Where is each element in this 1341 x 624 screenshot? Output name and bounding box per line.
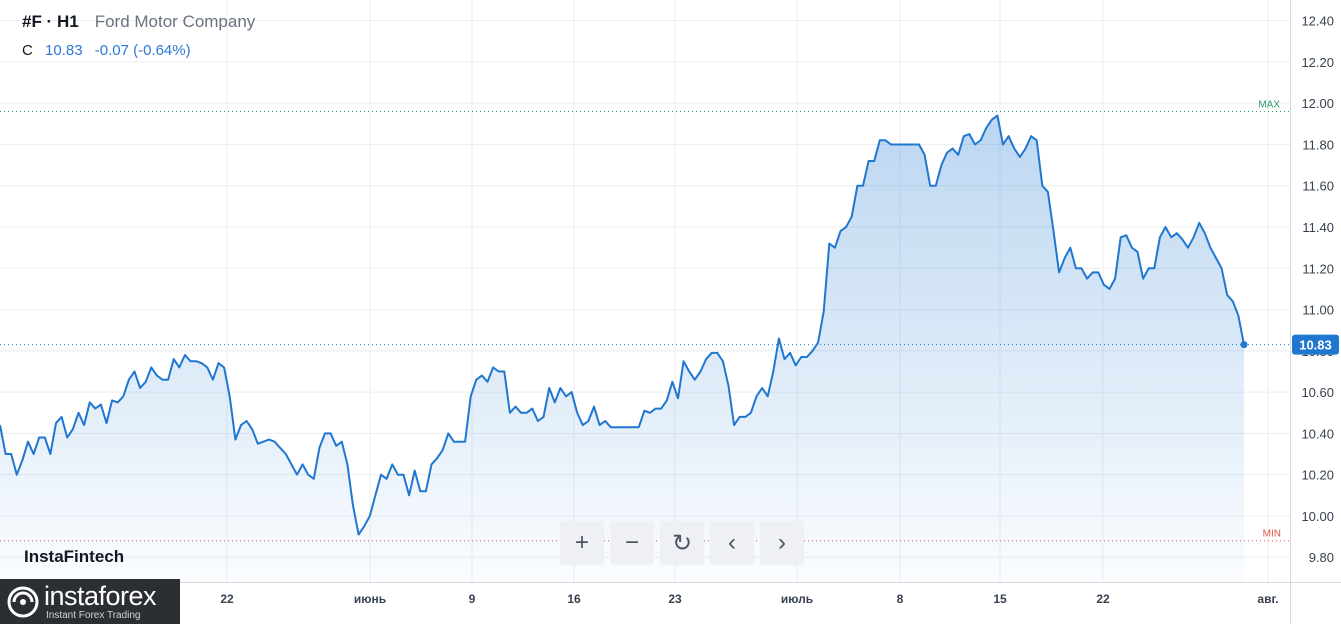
x-tick-label: 9 bbox=[469, 592, 476, 606]
scroll-forward-button[interactable]: › bbox=[760, 521, 804, 565]
y-tick-label: 10.40 bbox=[1301, 426, 1334, 441]
y-tick-label: 11.60 bbox=[1302, 179, 1334, 194]
y-tick-label: 11.00 bbox=[1302, 303, 1334, 318]
title-row: #F · H1 Ford Motor Company bbox=[22, 10, 255, 34]
x-tick-label: 22 bbox=[220, 592, 234, 606]
last-price-value: 10.83 bbox=[1299, 338, 1332, 353]
x-tick-label: 16 bbox=[567, 592, 581, 606]
y-tick-label: 12.00 bbox=[1301, 96, 1334, 111]
instaforex-logo-icon bbox=[7, 586, 39, 618]
x-tick-label: 15 bbox=[993, 592, 1007, 606]
series-line bbox=[0, 114, 1245, 536]
x-tick-label: 23 bbox=[668, 592, 682, 606]
chart-header: #F · H1 Ford Motor Company C 10.83 -0.07 … bbox=[22, 10, 255, 62]
y-tick-label: 12.20 bbox=[1301, 55, 1334, 70]
instaforex-tagline: Instant Forex Trading bbox=[46, 610, 141, 621]
x-tick-label: июль bbox=[781, 592, 813, 606]
company-name: Ford Motor Company bbox=[94, 12, 256, 31]
instaforex-name: instaforex bbox=[44, 581, 157, 611]
last-price-badge bbox=[1292, 334, 1339, 355]
y-tick-label: 9.80 bbox=[1309, 550, 1334, 565]
last-price-dot bbox=[1240, 341, 1248, 349]
reset-button[interactable]: ↻ bbox=[660, 521, 704, 565]
quote-row: C 10.83 -0.07 (-0.64%) bbox=[22, 40, 255, 62]
symbol-label: #F · H1 bbox=[22, 12, 79, 31]
y-tick-label: 11.20 bbox=[1302, 261, 1334, 276]
series-area bbox=[0, 115, 1244, 582]
x-tick-label: июнь bbox=[354, 592, 386, 606]
x-tick-label: авг. bbox=[1257, 592, 1278, 606]
y-tick-label: 10.60 bbox=[1301, 385, 1334, 400]
y-tick-label: 10.00 bbox=[1301, 509, 1334, 524]
zoom-in-button[interactable]: + bbox=[560, 521, 604, 565]
chart-controls: + − ↻ ‹ › bbox=[560, 521, 804, 565]
zoom-out-button[interactable]: − bbox=[610, 521, 654, 565]
scroll-back-button[interactable]: ‹ bbox=[710, 521, 754, 565]
min-label: MIN bbox=[1263, 529, 1281, 540]
brand-label: InstaFintech bbox=[24, 547, 125, 566]
y-tick-label: 11.80 bbox=[1302, 137, 1334, 152]
close-label: C bbox=[22, 42, 33, 59]
close-value: 10.83 bbox=[45, 42, 83, 59]
y-tick-label: 11.40 bbox=[1302, 220, 1334, 235]
y-tick-label: 12.40 bbox=[1301, 14, 1334, 29]
max-label: MAX bbox=[1258, 99, 1280, 110]
x-tick-label: 8 bbox=[897, 592, 904, 606]
x-tick-label: 22 bbox=[1096, 592, 1110, 606]
instaforex-banner[interactable]: instaforex Instant Forex Trading bbox=[0, 579, 180, 624]
y-tick-label: 10.20 bbox=[1301, 468, 1334, 483]
change-value: -0.07 (-0.64%) bbox=[94, 42, 191, 59]
